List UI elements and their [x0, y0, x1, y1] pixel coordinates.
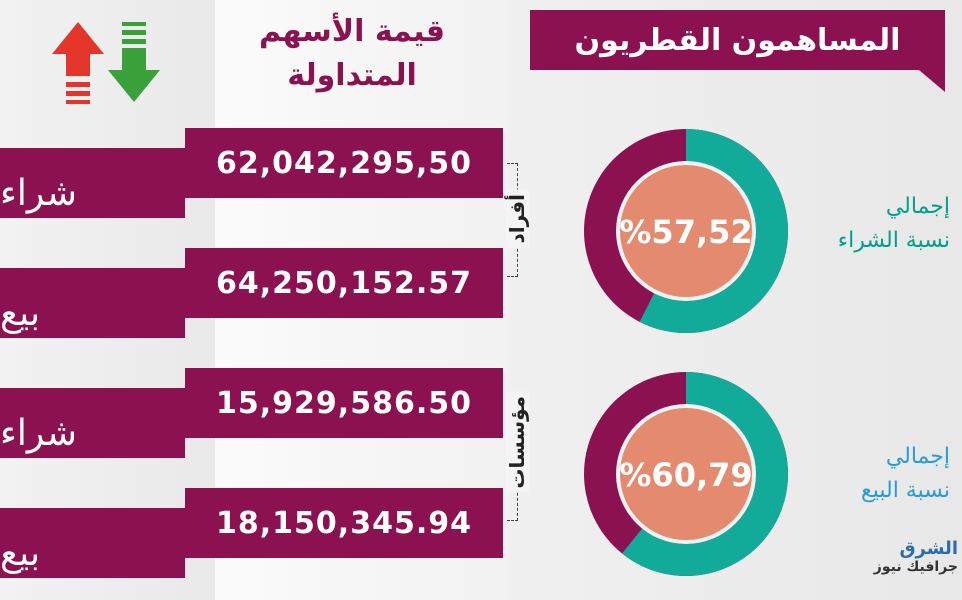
- sell-caption: إجمالي نسبة البيع: [800, 440, 950, 508]
- sell-caption-line1: إجمالي: [885, 444, 950, 469]
- row-label-institutions-sell: بيع: [0, 508, 185, 578]
- buy-caption: إجمالي نسبة الشراء: [800, 190, 950, 258]
- row-label-text: بيع: [0, 293, 41, 334]
- header-title: المساهمون القطريون: [530, 10, 945, 70]
- logo-sub-text: جرافيك نيوز: [873, 559, 958, 575]
- values-header-line1: قيمة الأسهم: [258, 14, 446, 49]
- donut-center: [620, 408, 752, 540]
- values-header-line2: المتداولة: [287, 58, 417, 93]
- row-label-text: شراء: [0, 413, 77, 454]
- buy-caption-line2: نسبة الشراء: [837, 228, 950, 253]
- row-value-individuals-sell: 64,250,152.57: [185, 248, 503, 318]
- donut-percent-label: %60,79: [619, 456, 752, 494]
- individuals-group-label: أفراد: [505, 190, 529, 248]
- row-value-institutions-sell: 18,150,345.94: [185, 488, 503, 558]
- logo: الشرق جرافيك نيوز: [840, 538, 958, 594]
- values-header: قيمة الأسهم المتداولة: [222, 10, 482, 98]
- sell-caption-line2: نسبة البيع: [861, 478, 950, 503]
- donut-percent-label: %57,52: [619, 213, 752, 251]
- arrow-down-icon: [108, 22, 160, 102]
- donut-chart-sell: %60,79: [584, 372, 789, 576]
- row-label-individuals-buy: شراء: [0, 148, 185, 218]
- header-title-tail: [919, 70, 945, 92]
- arrow-up-icon: [52, 22, 104, 104]
- buy-caption-line1: إجمالي: [885, 194, 950, 219]
- up-down-arrows: [52, 22, 160, 104]
- institutions-group-label: مؤسسات: [505, 392, 529, 493]
- header-title-text: المساهمون القطريون: [574, 22, 901, 58]
- row-value-individuals-buy: 62,042,295,50: [185, 128, 503, 198]
- donut-chart-buy: %57,52: [584, 129, 789, 333]
- row-label-institutions-buy: شراء: [0, 388, 185, 458]
- row-label-individuals-sell: بيع: [0, 268, 185, 338]
- row-value-institutions-buy: 15,929,586.50: [185, 368, 503, 438]
- donut-center: [620, 165, 752, 297]
- logo-main-text: الشرق: [899, 538, 958, 559]
- row-label-text: شراء: [0, 173, 77, 214]
- row-label-text: بيع: [0, 533, 41, 574]
